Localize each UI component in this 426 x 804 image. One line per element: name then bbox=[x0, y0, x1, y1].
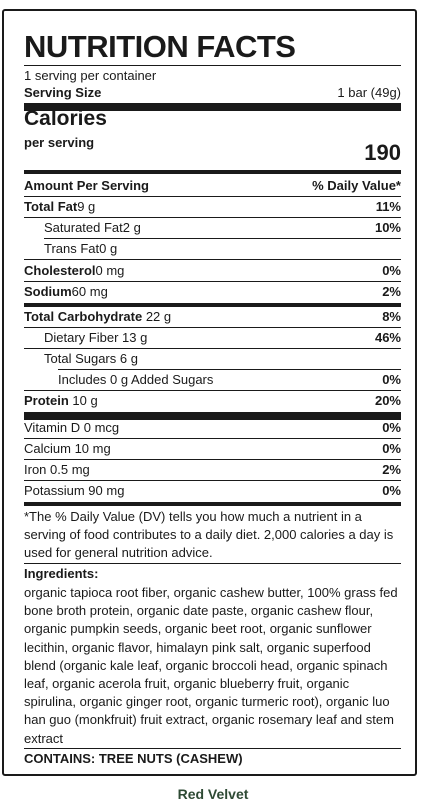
footnote-divider bbox=[24, 563, 401, 564]
nutrient-name: Saturated Fat bbox=[44, 220, 123, 235]
protein-divider bbox=[24, 412, 401, 420]
nutrient-name: Total Fat bbox=[24, 199, 78, 214]
nutrient-amount: 0 g bbox=[99, 241, 118, 256]
nutrient-dv: 0% bbox=[382, 372, 401, 387]
nutrient-dv: 46% bbox=[374, 330, 401, 345]
servings-per-container: 1 serving per container bbox=[24, 68, 157, 83]
calories-divider bbox=[24, 170, 401, 174]
nutrient-name: Trans Fat bbox=[44, 241, 100, 256]
nutrient-dv: 0% bbox=[382, 263, 401, 278]
row-divider bbox=[24, 480, 401, 481]
nutrient-amount: 60 mg bbox=[71, 284, 108, 299]
nutrient-row-saturated-fat: Saturated Fat2 g 10% bbox=[24, 218, 401, 239]
per-serving-label: per serving bbox=[24, 135, 95, 150]
vitamin-name: Iron 0.5 mg bbox=[24, 462, 90, 477]
vitamin-row-iron: Iron 0.5 mg 2% bbox=[24, 460, 401, 481]
nutrient-dv: 10% bbox=[374, 220, 401, 235]
daily-value-header: % Daily Value* bbox=[312, 178, 401, 193]
nutrient-name: Includes 0 g Added Sugars bbox=[58, 372, 214, 387]
vitamin-row-vitamin-d: Vitamin D 0 mcg 0% bbox=[24, 418, 401, 439]
nutrient-row-added-sugars: Includes 0 g Added Sugars 0% bbox=[24, 370, 401, 391]
nutrient-name: Protein bbox=[24, 393, 69, 408]
nutrient-name: Total Sugars bbox=[44, 351, 117, 366]
row-divider bbox=[24, 348, 401, 349]
calories-label: Calories bbox=[24, 107, 107, 130]
allergen-statement: CONTAINS: TREE NUTS (CASHEW) bbox=[24, 751, 243, 766]
nutrient-amount: 10 g bbox=[68, 393, 98, 408]
nutrient-amount: 2 g bbox=[122, 220, 141, 235]
calories-value: 190 bbox=[364, 140, 401, 165]
ingredients-label: Ingredients: bbox=[24, 566, 99, 581]
row-divider bbox=[24, 438, 401, 439]
amount-per-serving-header: Amount Per Serving % Daily Value* bbox=[24, 176, 401, 197]
vitamin-name: Calcium 10 mg bbox=[24, 441, 111, 456]
row-divider bbox=[24, 459, 401, 460]
daily-value-footnote: *The % Daily Value (DV) tells you how mu… bbox=[24, 509, 394, 561]
serving-divider bbox=[24, 103, 401, 111]
vitamin-row-calcium: Calcium 10 mg 0% bbox=[24, 439, 401, 460]
nutrient-name: Sodium bbox=[24, 284, 72, 299]
nutrient-dv: 8% bbox=[382, 309, 401, 324]
vitamins-divider bbox=[24, 502, 401, 506]
nutrient-amount: 9 g bbox=[77, 199, 96, 214]
nutrient-row-cholesterol: Cholesterol0 mg 0% bbox=[24, 261, 401, 282]
row-divider bbox=[24, 217, 401, 218]
nutrient-amount: 6 g bbox=[116, 351, 138, 366]
sodium-divider bbox=[24, 303, 401, 307]
row-divider bbox=[24, 281, 401, 282]
vitamin-row-potassium: Potassium 90 mg 0% bbox=[24, 481, 401, 502]
flavor-name: Red Velvet bbox=[177, 786, 249, 802]
amount-per-serving-label: Amount Per Serving bbox=[24, 178, 149, 193]
nutrient-row-trans-fat: Trans Fat0 g bbox=[24, 239, 401, 260]
nutrient-row-dietary-fiber: Dietary Fiber 13 g 46% bbox=[24, 328, 401, 349]
vitamin-dv: 0% bbox=[382, 441, 401, 456]
ingredients-divider bbox=[24, 748, 401, 749]
row-divider bbox=[24, 327, 401, 328]
nutrient-row-protein: Protein 10 g 20% bbox=[24, 391, 401, 412]
row-divider bbox=[24, 259, 401, 260]
nutrient-row-total-sugars: Total Sugars 6 g bbox=[24, 349, 401, 370]
nutrient-dv: 2% bbox=[382, 284, 401, 299]
ingredients-text: organic tapioca root fiber, organic cash… bbox=[24, 585, 398, 746]
nutrient-row-total-fat: Total Fat9 g 11% bbox=[24, 197, 401, 218]
nutrient-amount: 13 g bbox=[118, 330, 148, 345]
vitamin-name: Potassium 90 mg bbox=[24, 483, 125, 498]
title-divider bbox=[24, 65, 401, 66]
nutrition-facts-label: NUTRITION FACTS 1 serving per container … bbox=[2, 9, 417, 776]
nutrient-row-total-carbohydrate: Total Carbohydrate 22 g 8% bbox=[24, 307, 401, 328]
nutrient-amount: 22 g bbox=[142, 309, 172, 324]
vitamin-dv: 0% bbox=[382, 483, 401, 498]
row-divider bbox=[24, 196, 401, 197]
row-divider bbox=[24, 390, 401, 391]
row-divider bbox=[58, 369, 401, 370]
nutrient-name: Total Carbohydrate bbox=[24, 309, 143, 324]
nutrient-name: Dietary Fiber bbox=[44, 330, 119, 345]
serving-size-label: Serving Size bbox=[24, 85, 102, 100]
vitamin-dv: 0% bbox=[382, 420, 401, 435]
label-title: NUTRITION FACTS bbox=[24, 29, 296, 64]
vitamin-dv: 2% bbox=[382, 462, 401, 477]
nutrient-name: Cholesterol bbox=[24, 263, 96, 278]
nutrient-dv: 20% bbox=[374, 393, 401, 408]
serving-size-value: 1 bar (49g) bbox=[337, 85, 401, 100]
nutrient-row-sodium: Sodium60 mg 2% bbox=[24, 282, 401, 303]
vitamin-name: Vitamin D 0 mcg bbox=[24, 420, 120, 435]
row-divider bbox=[44, 238, 401, 239]
nutrient-amount: 0 mg bbox=[95, 263, 125, 278]
nutrient-dv: 11% bbox=[375, 199, 401, 214]
